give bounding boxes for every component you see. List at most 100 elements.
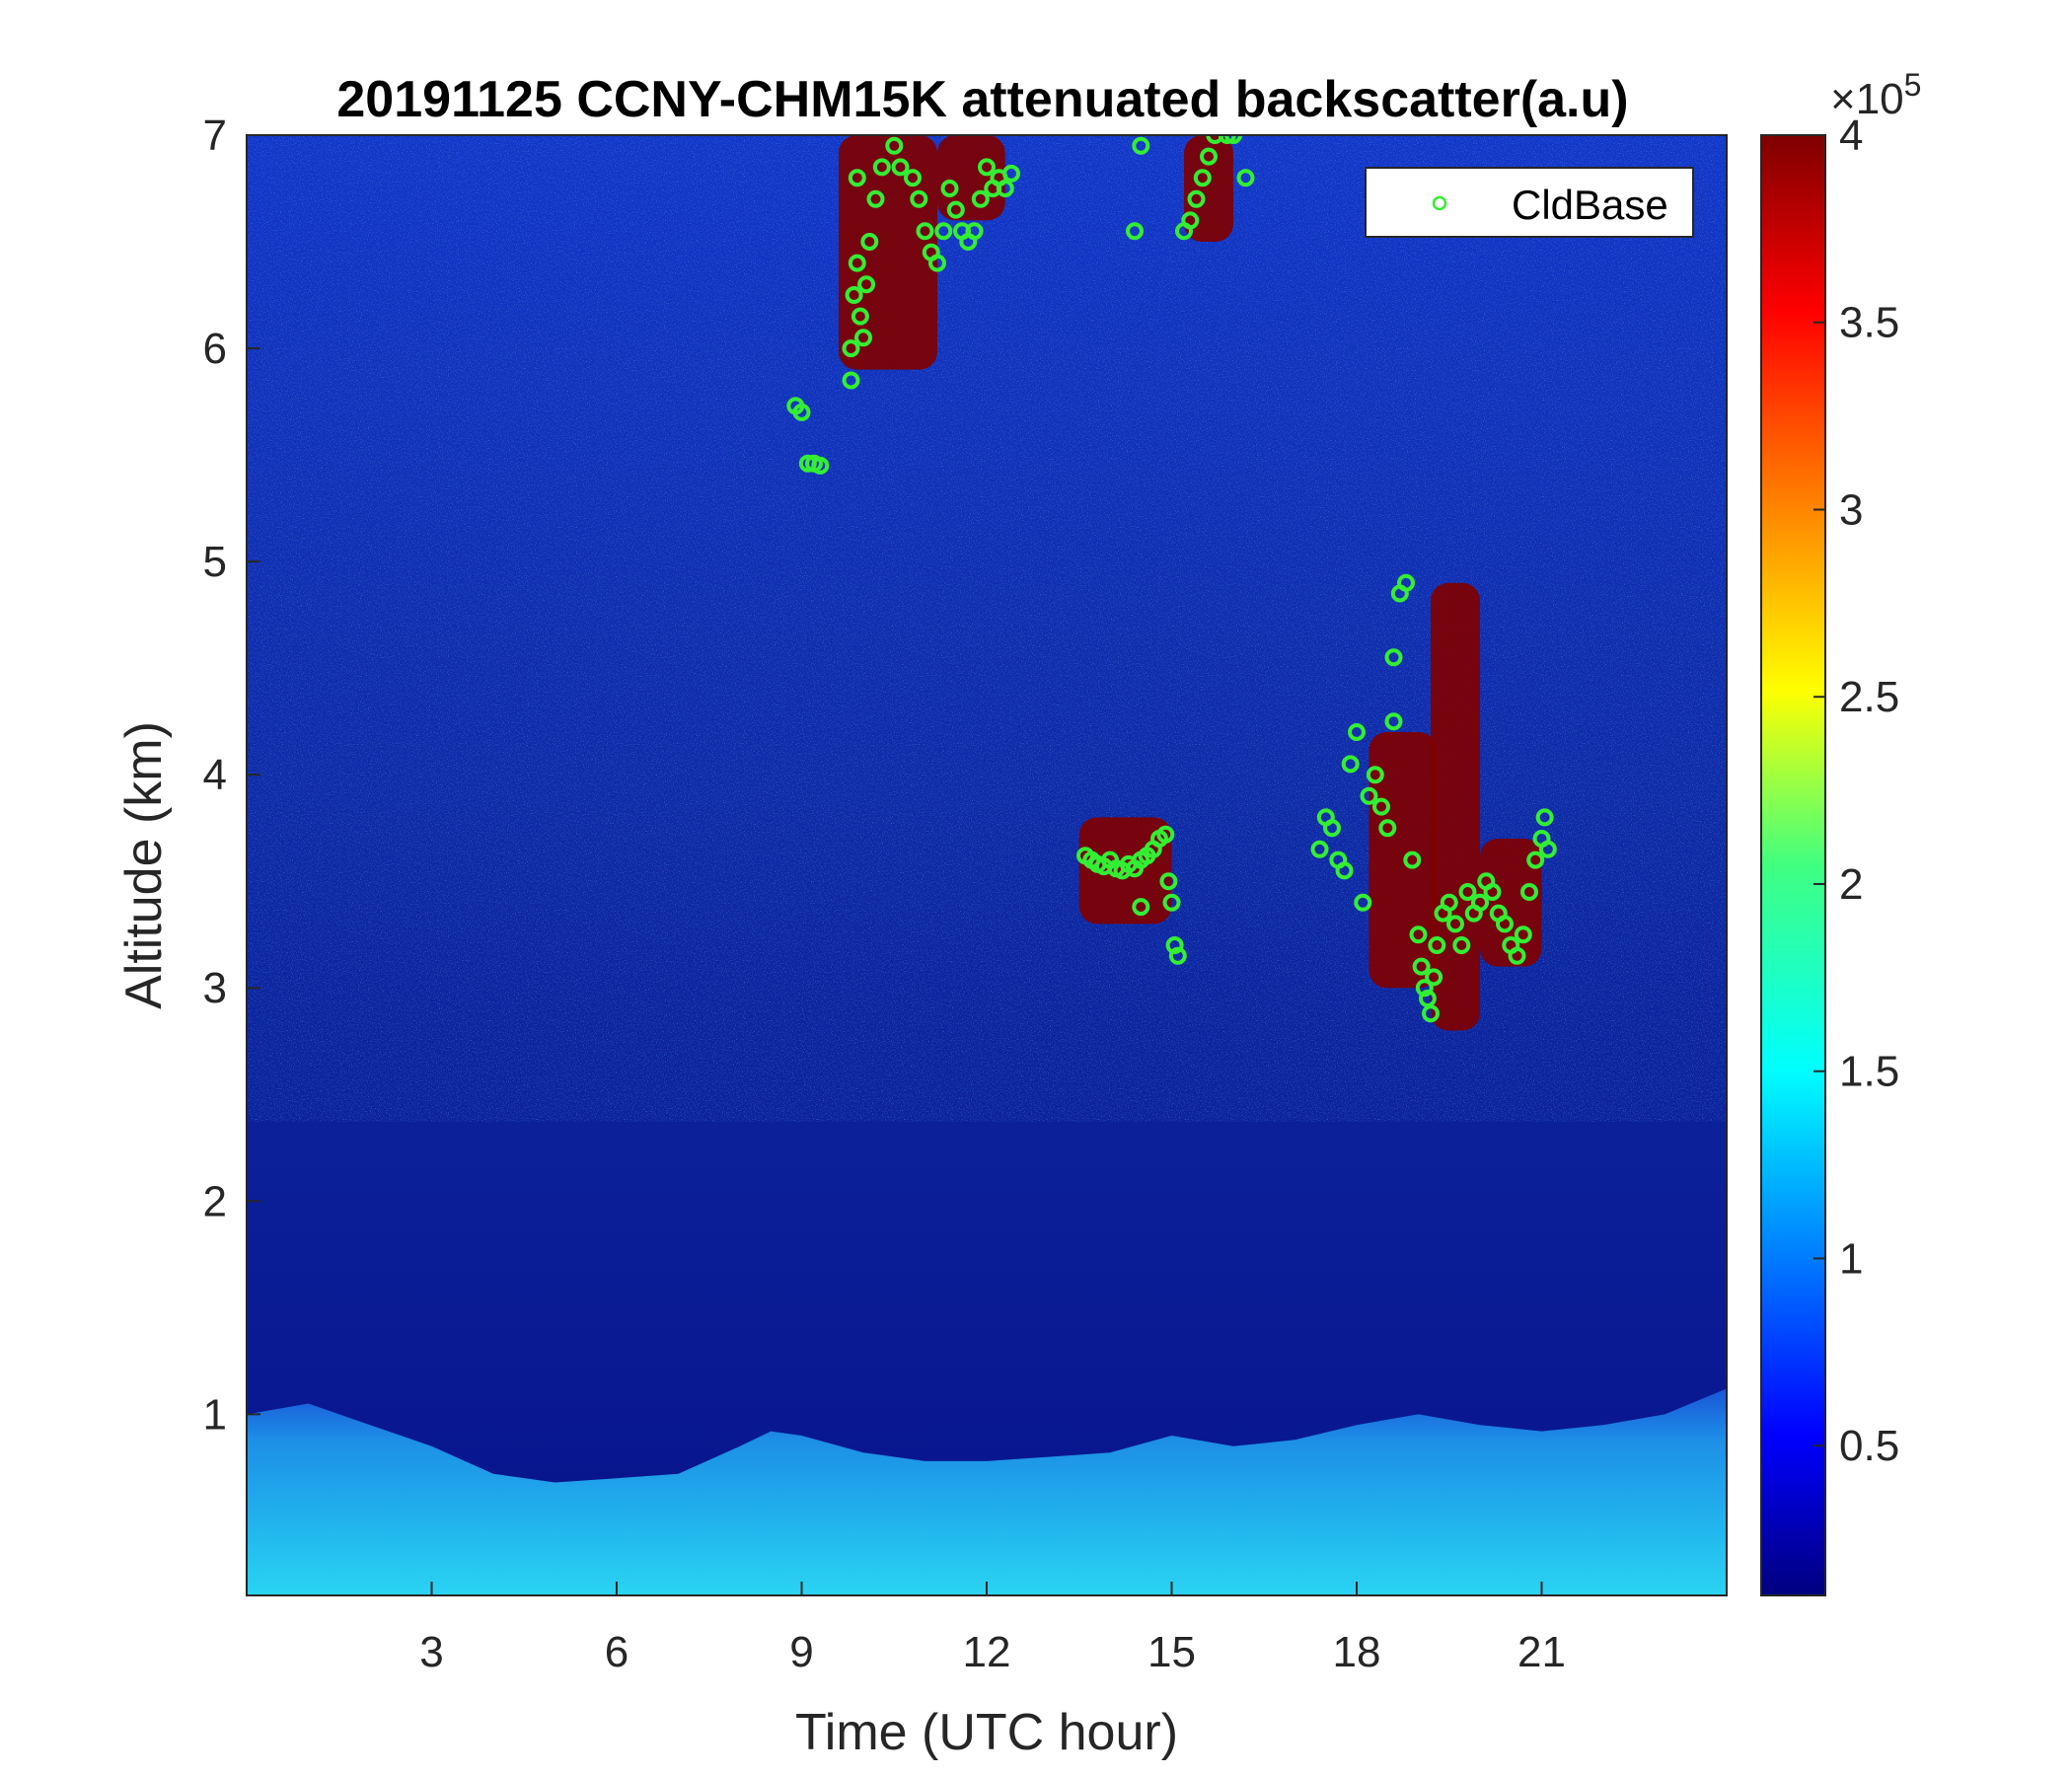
cldbase-point	[971, 189, 990, 208]
colorbar: 0.5 1 1.5 2 2.5 3 3.5 4 ×105	[1760, 67, 1921, 1596]
cldbase-point	[1366, 766, 1384, 784]
cloud-region	[1431, 582, 1480, 1031]
cldbase-point	[1132, 898, 1150, 917]
cldbase-point	[928, 254, 946, 272]
cldbase-point	[860, 233, 879, 251]
colorbar-exponent: ×105	[1830, 67, 1921, 123]
cldbase-point	[845, 286, 863, 304]
cldbase-point	[1397, 573, 1415, 592]
cldbase-point	[1126, 222, 1144, 241]
y-tick-label: 4	[203, 751, 227, 799]
cldbase-point	[1224, 135, 1242, 144]
cldbase-point	[1403, 851, 1422, 869]
x-tick-label: 9	[789, 1628, 813, 1676]
heatmap-noise-texture	[247, 135, 1727, 1122]
cldbase-point	[1422, 1004, 1440, 1023]
x-axis: 3 6 9 12 15 18 21	[419, 1582, 1566, 1676]
cldbase-point	[1193, 169, 1212, 187]
cldbase-point	[904, 169, 922, 187]
cldbase-point	[1471, 893, 1489, 912]
cldbase-point	[1310, 840, 1329, 858]
cldbase-point	[811, 456, 830, 475]
cldbase-point	[940, 180, 959, 197]
cldbase-point	[1452, 936, 1471, 954]
plot-area	[247, 135, 1727, 1595]
colorbar-tick-label: 3	[1839, 485, 1863, 534]
x-tick-label: 12	[963, 1628, 1011, 1676]
cldbase-point	[1168, 946, 1187, 965]
cldbase-point	[854, 329, 872, 347]
cldbase-point	[1354, 893, 1372, 912]
y-tick-label: 2	[203, 1177, 227, 1225]
y-tick-label: 7	[203, 111, 227, 160]
cldbase-point	[1378, 819, 1397, 838]
cldbase-point	[842, 339, 860, 358]
cldbase-point	[1348, 723, 1366, 741]
cloud-region	[1369, 731, 1438, 989]
cldbase-point	[1341, 755, 1360, 774]
cldbase-point	[1520, 883, 1538, 901]
cldbase-point	[1440, 893, 1458, 912]
x-tick-label: 3	[419, 1628, 443, 1676]
cldbase-point	[792, 403, 811, 421]
cldbase-point	[1496, 915, 1514, 933]
x-tick-label: 21	[1517, 1628, 1566, 1676]
cldbase-point	[996, 180, 1014, 197]
colorbar-tick-label: 2	[1839, 860, 1863, 909]
cldbase-point	[872, 158, 891, 177]
legend: CldBase	[1365, 167, 1694, 238]
cldbase-point	[1483, 883, 1502, 901]
cldbase-point	[1409, 925, 1428, 944]
y-tick-label: 1	[203, 1390, 227, 1439]
cldbase-point	[965, 222, 984, 241]
legend-label: CldBase	[1512, 182, 1668, 228]
cldbase-point	[1156, 825, 1175, 844]
cldbase-series	[786, 135, 1557, 1023]
colorbar-tick-label: 3.5	[1839, 299, 1899, 347]
y-tick-label: 5	[203, 538, 227, 586]
colorbar-gradient	[1761, 135, 1825, 1595]
cldbase-point	[934, 222, 953, 241]
x-axis-label: Time (UTC hour)	[795, 1704, 1178, 1761]
colorbar-tick-label: 2.5	[1839, 673, 1899, 721]
cldbase-point	[1236, 169, 1255, 187]
cldbase-point	[1446, 915, 1464, 933]
cldbase-point	[866, 189, 885, 208]
cldbase-point	[1384, 712, 1403, 731]
cldbase-point	[1360, 786, 1378, 805]
cldbase-point	[848, 254, 866, 272]
cldbase-point	[1458, 883, 1477, 901]
cldbase-point	[1428, 936, 1446, 954]
cldbase-point	[1425, 968, 1443, 987]
x-tick-label: 15	[1147, 1628, 1196, 1676]
cldbase-point	[842, 371, 860, 390]
cldbase-point	[1535, 808, 1554, 827]
cldbase-point	[1538, 840, 1557, 858]
colorbar-ticks: 0.5 1 1.5 2 2.5 3 3.5 4	[1813, 111, 1899, 1470]
y-axis: 1 2 3 4 5 6 7	[203, 111, 260, 1439]
cldbase-point	[946, 200, 965, 219]
colorbar-frame	[1760, 134, 1826, 1596]
cldbase-point	[1335, 861, 1354, 880]
cldbase-point	[1162, 893, 1181, 912]
cldbase-point	[1218, 135, 1236, 144]
cldbase-point	[1200, 147, 1218, 166]
cldbase-point	[1384, 648, 1403, 667]
cldbase-point	[1165, 936, 1184, 954]
cldbase-point	[1412, 957, 1431, 976]
cloud-region	[1480, 838, 1542, 967]
x-tick-label: 6	[605, 1628, 629, 1676]
cldbase-point	[1415, 979, 1434, 998]
y-axis-label: Altitude (km)	[115, 721, 173, 1009]
x-tick-label: 18	[1333, 1628, 1381, 1676]
colorbar-exponent-base: ×10	[1830, 75, 1904, 123]
colorbar-tick-label: 0.5	[1839, 1422, 1899, 1470]
cldbase-point	[1206, 135, 1224, 144]
cldbase-point	[1159, 872, 1178, 891]
colorbar-tick-label: 4	[1839, 111, 1863, 160]
cldbase-point	[1526, 851, 1545, 869]
y-tick-label: 6	[203, 325, 227, 373]
cldbase-point	[1187, 189, 1206, 208]
legend-marker-icon	[1432, 195, 1447, 211]
